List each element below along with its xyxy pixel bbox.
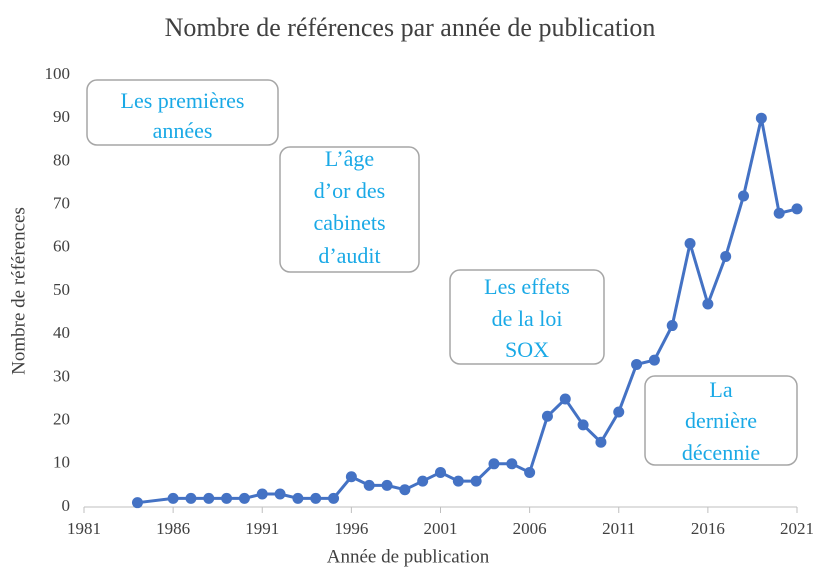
y-tick-label: 30	[53, 366, 70, 385]
data-point	[791, 203, 803, 215]
data-point	[738, 190, 750, 202]
data-point	[292, 492, 304, 504]
y-tick-label: 50	[53, 280, 70, 299]
data-point	[613, 406, 625, 418]
y-tick-label: 0	[62, 496, 71, 515]
data-point	[238, 492, 250, 504]
annotation-text: Les effets	[484, 274, 570, 299]
data-point	[435, 466, 446, 478]
x-tick-label: 2011	[602, 519, 635, 538]
data-point	[274, 488, 286, 500]
x-tick-label: 1991	[245, 519, 279, 538]
data-point	[559, 393, 571, 405]
annotation-text: cabinets	[313, 210, 385, 235]
annotation-text: La	[709, 377, 732, 402]
data-point	[755, 112, 767, 124]
y-tick-label: 90	[53, 107, 70, 126]
data-point	[648, 354, 660, 366]
annotation-text: de la loi	[492, 306, 563, 331]
data-point	[595, 436, 607, 448]
data-point	[221, 492, 233, 504]
annotation-box	[644, 375, 798, 466]
x-tick-label: 2021	[780, 519, 814, 538]
x-tick-label: 1996	[334, 519, 368, 538]
data-point	[666, 320, 678, 332]
data-point	[185, 492, 197, 504]
data-point	[452, 475, 464, 487]
data-point	[541, 410, 553, 422]
data-point	[381, 479, 393, 491]
data-point	[417, 475, 429, 487]
data-point	[328, 492, 340, 504]
y-tick-label: 70	[53, 194, 70, 213]
annotation-text: années	[153, 118, 213, 143]
data-point	[577, 419, 589, 431]
annotation-text: décennie	[682, 440, 760, 465]
annotation-box	[279, 146, 420, 273]
annotation-text: d’or des	[314, 178, 385, 203]
chart-title: Nombre de références par année de public…	[165, 13, 656, 42]
data-point	[524, 466, 536, 478]
data-point	[702, 298, 714, 310]
y-tick-label: 20	[53, 410, 70, 429]
x-axis-label: Année de publication	[327, 546, 490, 567]
annotation-box	[86, 79, 279, 146]
annotation-text: SOX	[505, 337, 549, 362]
x-tick-label: 2016	[691, 519, 725, 538]
data-point	[488, 458, 500, 470]
y-tick-label: 60	[53, 237, 70, 256]
x-tick-label: 2006	[513, 519, 547, 538]
y-tick-label: 100	[45, 64, 71, 83]
annotation-text: Les premières	[121, 88, 245, 113]
data-point	[506, 458, 518, 470]
annotation-text: L’âge	[325, 146, 374, 171]
x-tick-label: 1981	[67, 519, 101, 538]
data-point	[310, 492, 322, 504]
data-point	[720, 250, 732, 262]
annotation-text: d’audit	[318, 243, 380, 268]
data-point	[631, 358, 643, 370]
y-tick-label: 10	[53, 453, 70, 472]
x-tick-label: 2001	[424, 519, 458, 538]
data-point	[684, 237, 696, 249]
data-point	[773, 207, 785, 219]
data-point	[131, 497, 143, 509]
data-point	[399, 484, 411, 496]
annotation-box	[449, 269, 605, 365]
data-point	[203, 492, 215, 504]
data-point	[363, 479, 375, 491]
y-tick-label: 80	[53, 150, 70, 169]
data-point	[470, 475, 482, 487]
annotation-text: dernière	[685, 408, 757, 433]
x-tick-label: 1986	[156, 519, 190, 538]
data-point	[256, 488, 268, 500]
y-tick-label: 40	[53, 323, 70, 342]
data-point	[345, 471, 357, 483]
y-axis-label: Nombre de références	[8, 207, 29, 375]
data-point	[167, 492, 179, 504]
